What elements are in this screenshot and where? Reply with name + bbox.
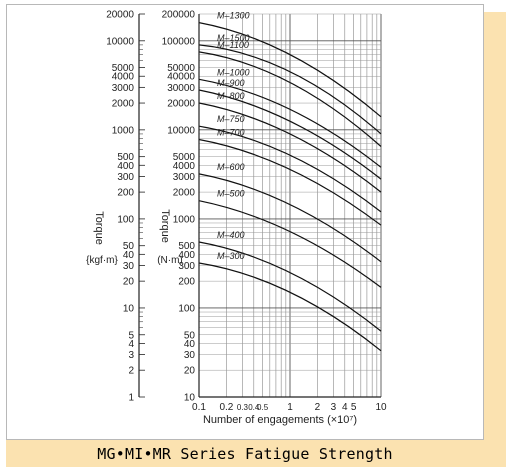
x-tick-label: 4 (342, 402, 348, 413)
right-tick-label: 20000 (167, 99, 195, 110)
right-tick-label: 40 (184, 339, 196, 350)
right-tick-label: 10000 (167, 125, 195, 136)
series-label: M–1000 (217, 67, 250, 77)
series-line (198, 262, 382, 352)
right-axis-title: Torque (159, 209, 171, 243)
series-label: M–400 (217, 230, 245, 240)
chart-caption: MG•MI•MR Series Fatigue Strength (97, 444, 393, 463)
right-tick-label: 4000 (173, 161, 196, 172)
chart-frame (6, 4, 484, 440)
left-tick-label: 5000 (112, 63, 135, 74)
right-tick-label: 3000 (173, 172, 196, 183)
right-tick-label: 5000 (173, 152, 196, 163)
right-tick-label: 50000 (167, 63, 195, 74)
right-tick-label: 10 (184, 393, 196, 404)
x-axis-label: Number of engagements (×10⁷) (203, 414, 357, 426)
series-label: M–1300 (217, 11, 250, 21)
left-axis-title: Torque (93, 211, 105, 245)
right-tick-label: 30000 (167, 83, 195, 94)
series-line (198, 89, 382, 180)
series-label: M–600 (217, 162, 245, 172)
left-tick-label: 400 (117, 161, 134, 172)
right-tick-label: 40000 (167, 72, 195, 83)
series-line (198, 200, 382, 288)
axes: 1234510203040501002003004005001000200030… (106, 10, 387, 414)
right-tick-label: 1000 (173, 214, 196, 225)
right-tick-label: 30 (184, 350, 196, 361)
series-label: M–750 (217, 114, 245, 124)
series-line (198, 241, 382, 332)
x-tick-label: 5 (351, 402, 357, 413)
left-tick-label: 100 (117, 214, 134, 225)
series-label: M–1500 (217, 33, 250, 43)
left-tick-label: 2 (128, 366, 134, 377)
right-tick-label: 500 (178, 241, 195, 252)
series-line (198, 78, 382, 168)
left-tick-label: 300 (117, 172, 134, 183)
x-tick-label: 0.1 (192, 402, 206, 413)
right-tick-label: 50 (184, 330, 196, 341)
x-tick-label: 0.4 (248, 403, 260, 412)
left-tick-label: 2000 (112, 99, 135, 110)
caption-bar: MG•MI•MR Series Fatigue Strength (6, 440, 484, 467)
x-tick-label: 0.2 (219, 402, 233, 413)
x-tick-label: 1 (287, 402, 293, 413)
series-line (198, 102, 382, 193)
right-tick-label: 100000 (162, 36, 196, 47)
right-axis-unit: (N·m) (157, 255, 183, 266)
x-tick-label: 10 (375, 402, 387, 413)
left-tick-label: 10000 (106, 36, 134, 47)
left-tick-label: 1 (128, 393, 134, 404)
series-line (198, 138, 382, 226)
left-tick-label: 30 (123, 261, 135, 272)
left-tick-label: 10 (123, 303, 135, 314)
series-label: M–300 (217, 251, 245, 261)
right-tick-label: 2000 (173, 188, 196, 199)
grid (198, 13, 382, 398)
series-label: M–500 (217, 189, 245, 199)
right-tick-label: 20 (184, 366, 196, 377)
left-tick-label: 20 (123, 277, 135, 288)
right-tick-label: 200000 (162, 10, 196, 21)
x-tick-label: 3 (331, 402, 337, 413)
series-line (198, 173, 382, 263)
series-line (198, 44, 382, 135)
series-line (198, 51, 382, 147)
left-tick-label: 50 (123, 241, 135, 252)
left-tick-label: 3 (128, 350, 134, 361)
series-label: M–800 (217, 91, 245, 101)
left-tick-label: 5 (128, 330, 134, 341)
series-label: M–900 (217, 78, 245, 88)
left-tick-label: 40 (123, 250, 135, 261)
x-tick-label: 0.5 (257, 403, 269, 412)
left-tick-label: 20000 (106, 10, 134, 21)
left-tick-label: 200 (117, 188, 134, 199)
series-label: M–1100 (217, 40, 249, 50)
series-label: M–700 (217, 127, 245, 137)
right-tick-label: 100 (178, 303, 195, 314)
left-axis-unit: {kgf·m} (86, 255, 118, 266)
right-tick-label: 200 (178, 277, 195, 288)
left-tick-label: 500 (117, 152, 134, 163)
left-tick-label: 4000 (112, 72, 135, 83)
right-tick-label: 300 (178, 261, 195, 272)
series-line (198, 22, 382, 118)
series-line (198, 125, 382, 213)
left-tick-label: 3000 (112, 83, 135, 94)
left-tick-label: 4 (128, 339, 134, 350)
right-tick-label: 400 (178, 250, 195, 261)
x-tick-label: 2 (315, 402, 321, 413)
left-tick-label: 1000 (112, 125, 135, 136)
x-tick-label: 0.3 (237, 403, 249, 412)
